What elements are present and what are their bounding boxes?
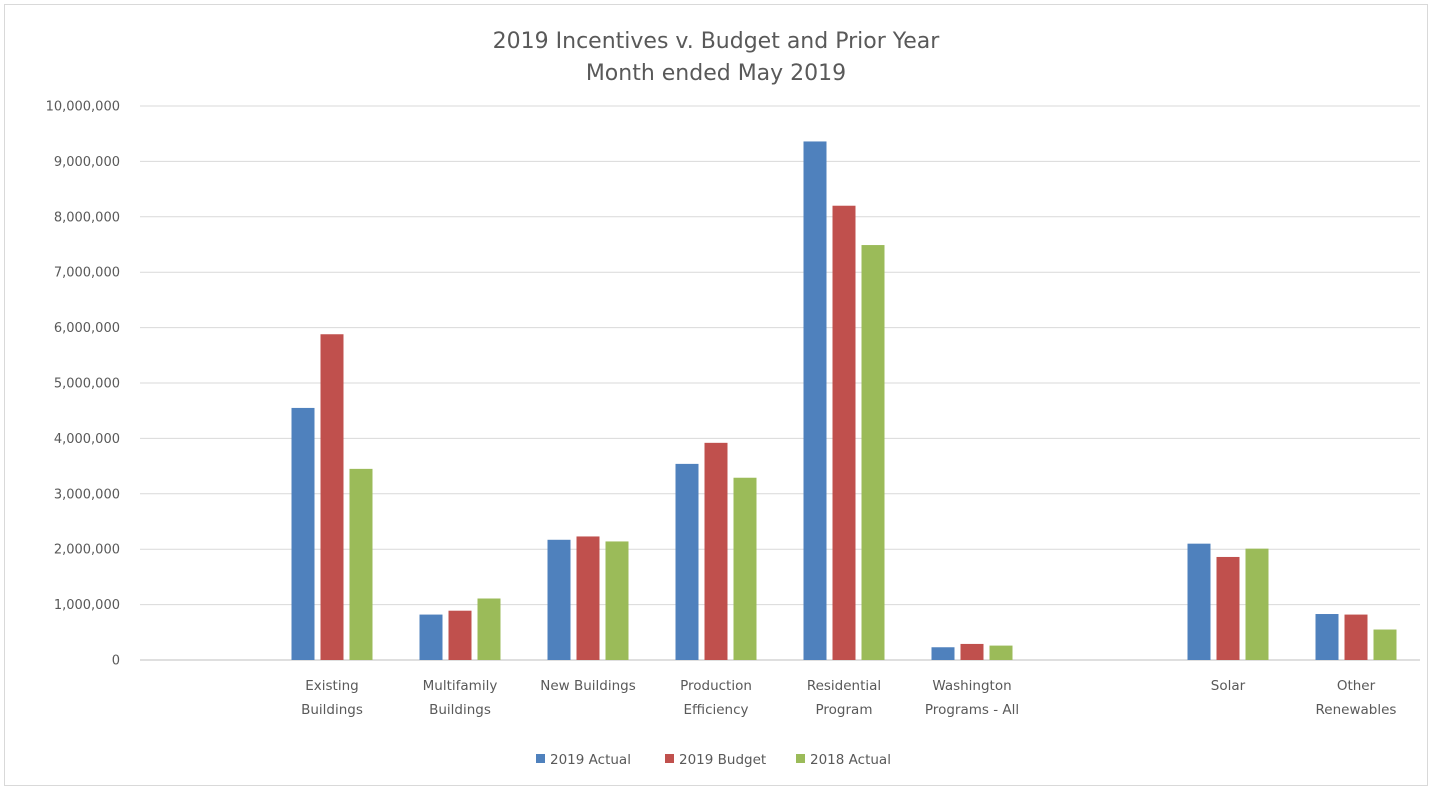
bar-2019-actual: [675, 463, 699, 660]
bar-2019-budget: [960, 643, 984, 660]
bar-2019-actual: [931, 647, 955, 660]
bar-2018-actual: [349, 468, 373, 660]
bar-2018-actual: [989, 645, 1013, 660]
y-tick-label: 9,000,000: [54, 155, 120, 170]
bar-2018-actual: [1245, 548, 1269, 660]
x-category-label: Other: [1337, 678, 1376, 694]
bar-2018-actual: [733, 477, 757, 660]
bar-2019-actual: [803, 141, 827, 660]
y-tick-label: 4,000,000: [54, 432, 120, 447]
bar-2019-actual: [419, 614, 443, 660]
x-category-label: Buildings: [429, 702, 491, 718]
x-category-label: Efficiency: [683, 702, 748, 718]
bar-2019-budget: [704, 442, 728, 660]
legend-label: 2019 Budget: [679, 752, 766, 768]
x-category-label: Washington: [932, 678, 1011, 694]
y-tick-label: 6,000,000: [54, 321, 120, 336]
legend-swatch: [536, 754, 545, 763]
legend-label: 2018 Actual: [810, 752, 891, 768]
bar-2019-actual: [291, 407, 315, 660]
y-tick-label: 0: [112, 654, 120, 669]
legend: 2019 Actual 2019 Budget 2018 Actual: [536, 752, 891, 768]
bar-2018-actual: [477, 598, 501, 660]
chart-title-line-2: Month ended May 2019: [586, 61, 846, 86]
y-tick-label: 8,000,000: [54, 210, 120, 225]
bar-2018-actual: [861, 245, 885, 660]
legend-label: 2019 Actual: [550, 752, 631, 768]
bar-2019-budget: [448, 610, 472, 660]
bar-2018-actual: [1373, 629, 1397, 660]
y-tick-label: 10,000,000: [46, 100, 120, 115]
bar-2019-budget: [320, 334, 344, 660]
x-category-label: Residential: [807, 678, 881, 694]
x-axis-category-labels: Existing Buildings Multifamily Buildings New…: [301, 678, 1396, 718]
x-category-label: Existing: [305, 678, 358, 694]
y-tick-label: 3,000,000: [54, 487, 120, 502]
x-category-label: Solar: [1211, 678, 1246, 694]
y-tick-label: 1,000,000: [54, 598, 120, 613]
bar-2018-actual: [605, 541, 629, 660]
y-tick-label: 2,000,000: [54, 543, 120, 558]
y-tick-label: 7,000,000: [54, 266, 120, 281]
legend-swatch: [796, 754, 805, 763]
bar-2019-budget: [1216, 556, 1240, 660]
x-category-label: Buildings: [301, 702, 363, 718]
bar-2019-budget: [576, 536, 600, 660]
chart-title-line-1: 2019 Incentives v. Budget and Prior Year: [493, 29, 941, 54]
bar-2019-budget: [1344, 614, 1368, 660]
x-category-label: Multifamily: [423, 678, 498, 694]
x-category-label: Program: [816, 702, 873, 718]
x-category-label: Renewables: [1316, 702, 1397, 718]
bar-2019-actual: [1187, 543, 1211, 660]
bar-2019-budget: [832, 205, 856, 660]
bars: [291, 141, 1397, 660]
bar-2019-actual: [547, 539, 571, 660]
x-category-label: Production: [680, 678, 752, 694]
y-axis-tick-labels: 0 1,000,000 2,000,000 3,000,000 4,000,000 5,0…: [46, 100, 120, 669]
bar-2019-actual: [1315, 614, 1339, 660]
x-category-label: New Buildings: [540, 678, 636, 694]
legend-swatch: [665, 754, 674, 763]
y-tick-label: 5,000,000: [54, 377, 120, 392]
x-category-label: Programs - All: [925, 702, 1019, 718]
